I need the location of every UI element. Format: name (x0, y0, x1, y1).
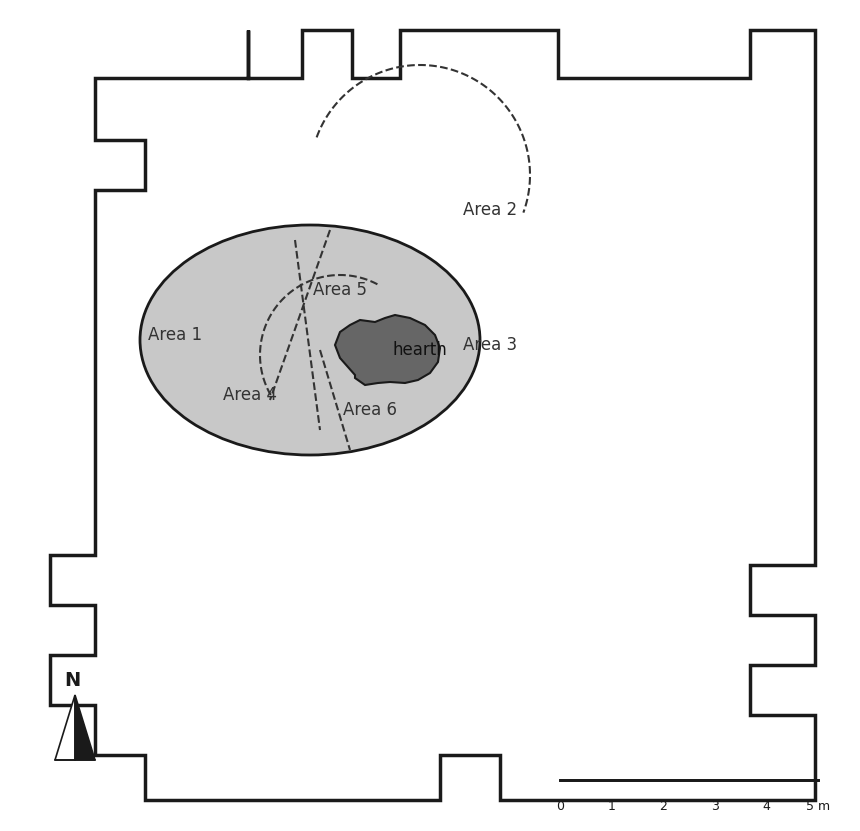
Text: Area 6: Area 6 (343, 401, 397, 419)
Text: Area 1: Area 1 (148, 326, 202, 344)
Polygon shape (50, 30, 815, 800)
Text: Area 2: Area 2 (463, 201, 517, 219)
Ellipse shape (140, 225, 480, 455)
Polygon shape (55, 695, 75, 760)
Text: Area 3: Area 3 (463, 336, 517, 354)
Text: 0: 0 (556, 800, 564, 813)
Text: 1: 1 (608, 800, 616, 813)
Text: Area 4: Area 4 (223, 386, 277, 404)
Text: Area 5: Area 5 (313, 281, 367, 299)
Polygon shape (335, 315, 440, 385)
Text: 2: 2 (660, 800, 667, 813)
Text: 3: 3 (711, 800, 719, 813)
Text: N: N (64, 671, 80, 690)
Text: 5 m: 5 m (806, 800, 830, 813)
Text: hearth: hearth (393, 341, 447, 359)
Text: 4: 4 (763, 800, 771, 813)
Polygon shape (75, 695, 95, 760)
